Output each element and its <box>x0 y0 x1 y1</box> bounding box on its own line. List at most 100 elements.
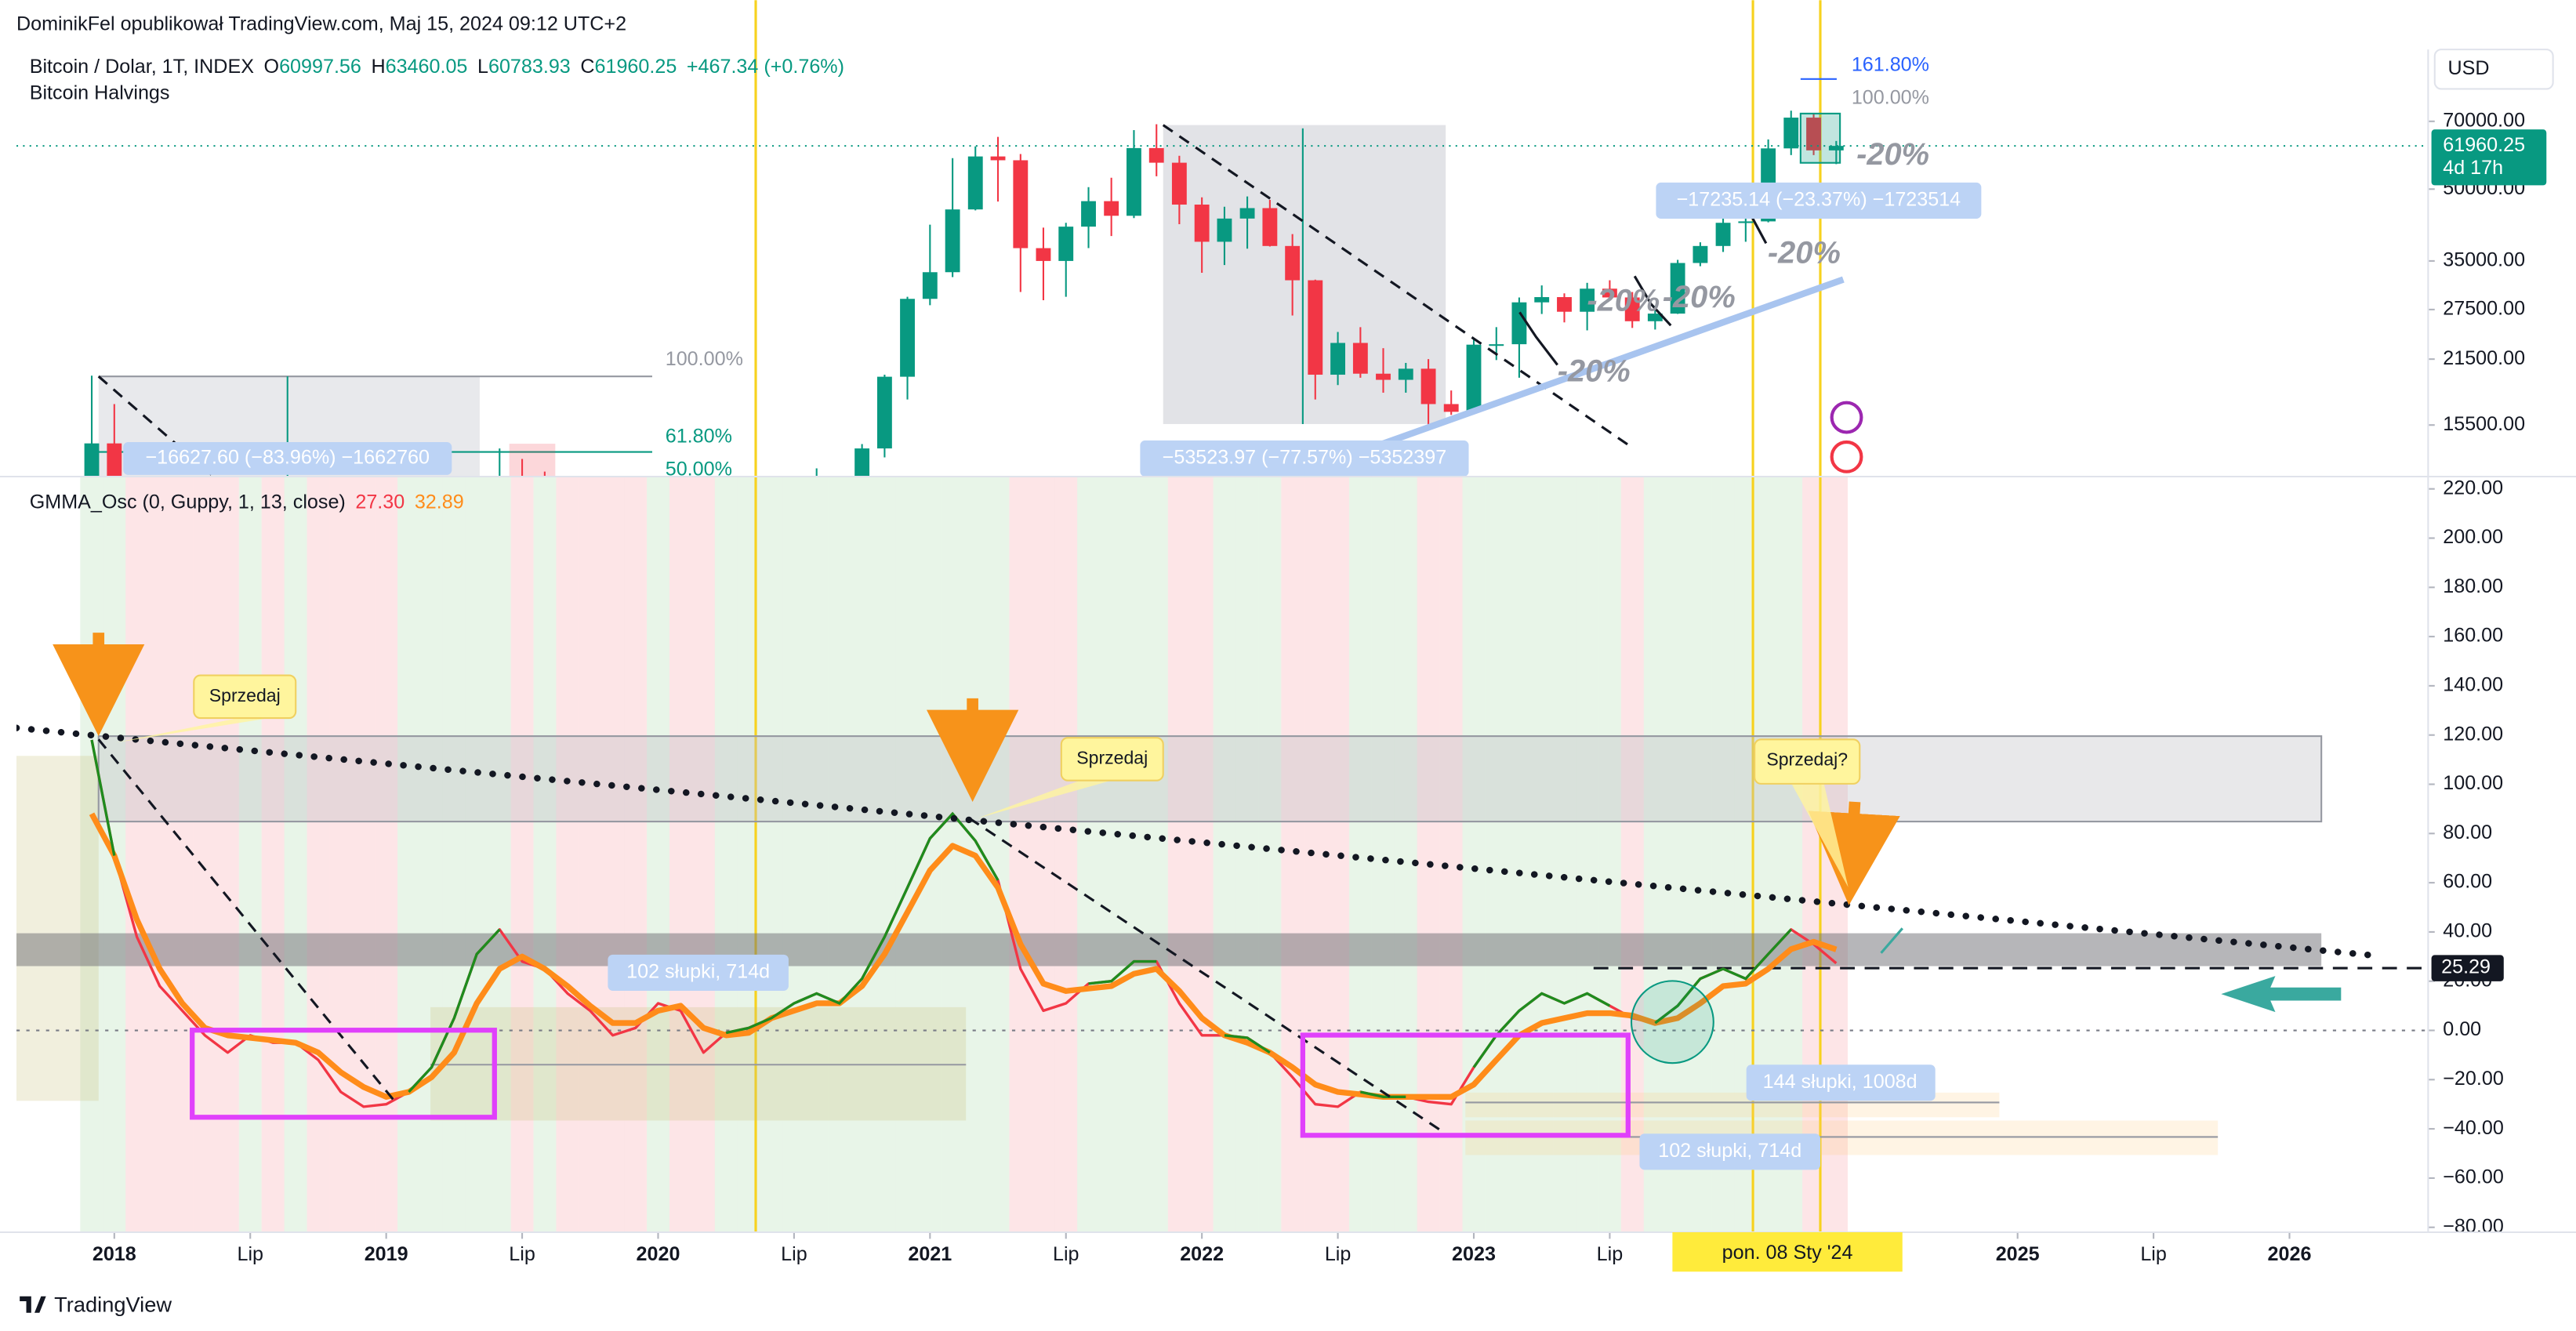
highlight-box <box>1300 1032 1631 1138</box>
candle-body <box>1285 245 1301 281</box>
trend-shading <box>1009 476 1032 1233</box>
candle-body <box>1580 288 1595 312</box>
event-icon[interactable] <box>1830 401 1863 434</box>
ohlc-key: O <box>264 56 280 78</box>
candle-body <box>1104 201 1119 216</box>
footer-logo: TradingView <box>20 1293 172 1317</box>
legend-value: 27.30 <box>355 491 405 513</box>
y-tick-label: 100.00 <box>2443 772 2503 794</box>
zone-box <box>97 735 2323 823</box>
fast-line-up <box>1654 928 1792 1025</box>
x-tick-label: 2018 <box>93 1243 136 1265</box>
candle-body <box>1693 245 1708 263</box>
x-tick-label: Lip <box>2140 1243 2167 1265</box>
y-tick-label: 180.00 <box>2443 575 2503 597</box>
x-tick-label: 2023 <box>1452 1243 1496 1265</box>
candle-body <box>922 272 938 299</box>
trend-shading <box>261 476 285 1233</box>
symbol-title: Bitcoin / Dolar, 1T, INDEX <box>30 56 254 78</box>
y-tick-label: 140.00 <box>2443 674 2503 696</box>
currency-button[interactable] <box>2433 49 2554 90</box>
candle-body <box>945 209 960 273</box>
trend-shading <box>465 476 488 1233</box>
trend-shading <box>760 476 783 1233</box>
trend-shading <box>1213 476 1236 1233</box>
callout-box <box>1060 737 1164 782</box>
candle-body <box>1058 227 1074 261</box>
level-tag <box>2431 955 2504 981</box>
crosshair-tag <box>1672 1232 1903 1272</box>
candle-body <box>1171 162 1187 205</box>
trend-shading <box>510 476 534 1233</box>
box <box>509 444 556 477</box>
arrow <box>1518 311 1558 366</box>
candle-body <box>1262 208 1278 246</box>
ohlc-value: 61960.25 <box>595 56 677 78</box>
fast-line-up <box>725 811 1000 1035</box>
trend-shading <box>669 476 692 1233</box>
percent-note: -20% <box>1768 236 1841 270</box>
y-tick-label: 21500.00 <box>2443 347 2525 369</box>
trend-shading <box>1780 476 1803 1233</box>
level-label: 25.29 <box>2441 956 2491 978</box>
measure-label-box <box>1639 1133 1820 1170</box>
fast-line-up <box>1088 959 1157 985</box>
countdown: 4d 17h <box>2443 157 2503 179</box>
measure-label: −53523.97 (−77.57%) −5352397 <box>1163 447 1447 469</box>
y-tick-label: −60.00 <box>2443 1166 2504 1188</box>
currency[interactable]: USD <box>2448 57 2490 79</box>
y-tick-label: −20.00 <box>2443 1068 2504 1090</box>
trend-shading <box>420 476 443 1233</box>
fib-label: 100.00% <box>1852 87 1929 109</box>
candle-body <box>1511 302 1527 345</box>
trend-shading <box>80 476 103 1233</box>
ohlc-value: 60783.93 <box>488 56 571 78</box>
change-value: +467.34 (+0.76%) <box>687 56 844 78</box>
fib-label: 161.80% <box>1852 54 1929 76</box>
trend-shading <box>1258 476 1282 1233</box>
trend-shading <box>579 476 602 1233</box>
candle-body <box>967 156 983 210</box>
trend-shading <box>193 476 216 1233</box>
crosshair-label: pon. 08 Sty '24 <box>1722 1242 1853 1264</box>
ohlc-key: H <box>371 56 385 78</box>
event-icon[interactable] <box>1830 440 1863 473</box>
percent-note: -20% <box>1663 280 1736 314</box>
trend-shading <box>1620 476 1644 1233</box>
trend-shading <box>895 476 919 1233</box>
candle-body <box>1715 223 1731 246</box>
candle-body <box>1308 280 1323 375</box>
measure-label-box <box>608 954 789 991</box>
trend-shading <box>1054 476 1078 1233</box>
highlight-circle <box>1630 980 1714 1064</box>
trend-shading <box>1145 476 1168 1233</box>
trend-shading <box>1462 476 1486 1233</box>
measure-label-box <box>1746 1064 1936 1101</box>
measure-label-box <box>1656 182 1982 219</box>
logo-icon <box>20 1296 46 1313</box>
trend-shading <box>1167 476 1191 1233</box>
trend-shading <box>216 476 239 1233</box>
ohlc-value: 60997.56 <box>279 56 361 78</box>
publish-info: DominikFel opublikował TradingView.com, … <box>16 13 626 34</box>
axes: 70000.0050000.0035000.0027500.0021500.00… <box>0 49 2576 1272</box>
candle-body <box>1647 314 1663 321</box>
trend-shading <box>397 476 421 1233</box>
callout-text: Sprzedaj <box>209 685 281 705</box>
candle-body <box>1217 218 1232 242</box>
callout-text: Sprzedaj? <box>1766 749 1848 770</box>
y-tick-label: 40.00 <box>2443 920 2492 942</box>
ohlc-key: L <box>477 56 488 78</box>
trend-shading <box>782 476 806 1233</box>
trend-shading <box>1508 476 1531 1233</box>
brand: TradingView <box>54 1293 172 1317</box>
candle-body <box>84 443 100 477</box>
trend-shading <box>238 476 262 1233</box>
fast-line-up <box>408 928 501 1093</box>
trend-shading <box>329 476 353 1233</box>
y-tick-label: 27500.00 <box>2443 298 2525 320</box>
trend-shading <box>1032 476 1055 1233</box>
candle-body <box>854 448 870 477</box>
trend-shading <box>601 476 625 1233</box>
